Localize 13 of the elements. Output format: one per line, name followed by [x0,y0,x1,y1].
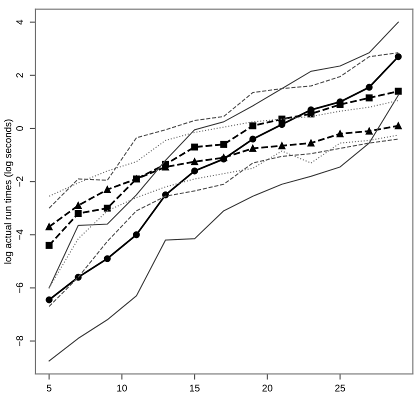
x-tick-label: 20 [262,384,272,392]
y-tick-label: −6 [16,282,24,293]
y-tick-label: −4 [16,229,24,240]
y-tick-label: −2 [16,176,24,187]
x-tick-label: 15 [190,384,200,392]
y-axis-title: log actual run times (log seconds) [4,119,14,264]
y-tick-label: 2 [16,73,24,78]
y-tick-label: 4 [16,20,24,25]
y-tick-label: 0 [16,126,24,131]
y-tick-label: −8 [16,336,24,346]
x-tick-label: 25 [335,384,346,392]
x-tick-label: 5 [46,384,52,392]
x-tick-label: 10 [117,384,127,392]
